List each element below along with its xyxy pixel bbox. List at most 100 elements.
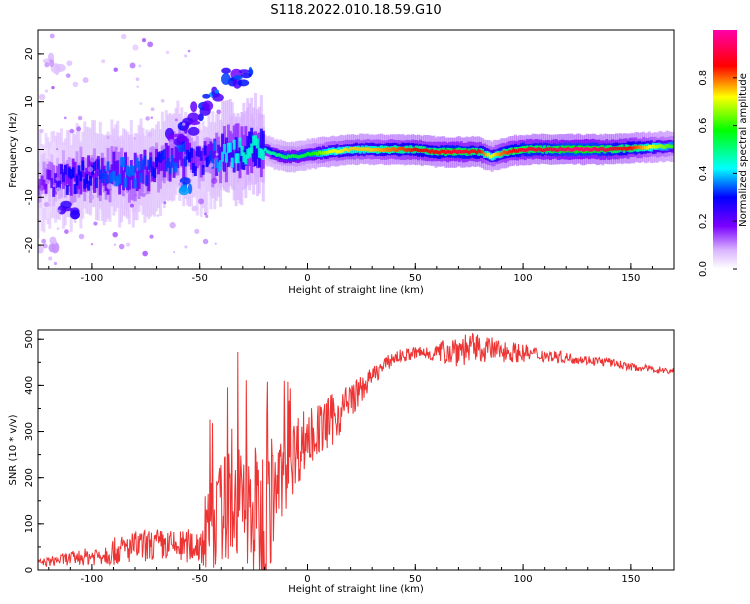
- heatmap-cell: [61, 150, 65, 186]
- heatmap-cell: [339, 149, 343, 153]
- heatmap-cell: [640, 146, 644, 150]
- y-tick-label: 200: [24, 468, 35, 487]
- heatmap-cell: [448, 150, 452, 154]
- heatmap-cell: [186, 138, 190, 159]
- heatmap-cell: [244, 126, 248, 161]
- heatmap-cell: [58, 163, 62, 184]
- heatmap-cell: [325, 150, 329, 155]
- heatmap-cell: [59, 164, 63, 175]
- heatmap-cell: [601, 147, 605, 151]
- heatmap-cell: [488, 155, 492, 159]
- heatmap-cell: [667, 144, 671, 148]
- heatmap-cell: [376, 147, 380, 152]
- heatmap-blob: [241, 72, 252, 79]
- heatmap-cell: [100, 157, 104, 178]
- heatmap-cell: [170, 155, 174, 166]
- heatmap-blob: [189, 120, 201, 126]
- figure-title: S118.2022.010.18.59.G10: [270, 3, 441, 18]
- heatmap-cell: [199, 150, 203, 161]
- heatmap-speck: [205, 214, 209, 218]
- heatmap-cell: [207, 155, 211, 166]
- heatmap-cell: [333, 149, 337, 153]
- heatmap-cell: [38, 178, 42, 189]
- heatmap-cell: [362, 147, 366, 151]
- heatmap-cell: [287, 154, 291, 158]
- heatmap-cell: [96, 159, 100, 170]
- heatmap-speck: [169, 222, 176, 229]
- heatmap-cell: [71, 168, 75, 203]
- heatmap-cell: [215, 158, 219, 169]
- heatmap-cell: [535, 148, 539, 152]
- heatmap-cell: [176, 148, 180, 169]
- x-tick-label: -100: [81, 574, 104, 585]
- heatmap-speck: [106, 135, 110, 140]
- heatmap-cell: [364, 147, 368, 152]
- y-tick-label: 10: [24, 95, 35, 108]
- heatmap-cell: [457, 149, 461, 154]
- heatmap-cell: [657, 144, 661, 148]
- colorbar-tick-label: 0.2: [698, 213, 709, 229]
- colorbar: 0.0 0.2 0.4 0.6 0.8 Normalized spectral ampl…: [698, 30, 749, 277]
- heatmap-cell: [102, 169, 106, 179]
- heatmap-speck: [216, 109, 222, 115]
- x-tick-label: -100: [81, 273, 104, 284]
- heatmap-cell: [351, 146, 355, 151]
- heatmap-cell: [612, 146, 616, 151]
- heatmap-cell: [94, 178, 98, 189]
- heatmap-cell: [52, 165, 56, 185]
- heatmap-cell: [314, 151, 318, 156]
- heatmap-cell: [554, 148, 558, 152]
- heatmap-cell: [440, 149, 444, 154]
- heatmap-blob: [48, 243, 56, 253]
- heatmap-speck: [150, 116, 154, 120]
- heatmap-cell: [213, 140, 217, 151]
- heatmap-cell: [354, 147, 358, 151]
- heatmap-speck: [184, 153, 187, 157]
- heatmap-cell: [164, 161, 168, 172]
- heatmap-cell: [356, 147, 360, 151]
- heatmap-cell: [444, 150, 448, 155]
- heatmap-cell: [337, 149, 341, 154]
- heatmap-cell: [189, 149, 193, 170]
- heatmap-cell: [89, 175, 93, 186]
- heatmap-cell: [240, 146, 244, 156]
- heatmap-cell: [246, 148, 250, 159]
- heatmap-cell: [502, 150, 506, 154]
- heatmap-cell: [125, 173, 129, 193]
- heatmap-speck: [147, 41, 154, 48]
- heatmap-cell: [552, 147, 556, 152]
- heatmap-cell: [517, 148, 521, 152]
- heatmap-cell: [238, 141, 242, 162]
- heatmap-cell: [46, 169, 50, 180]
- heatmap-cell: [160, 150, 164, 161]
- heatmap-cell: [131, 165, 135, 176]
- heatmap-y-label: Frequency (Hz): [8, 112, 19, 188]
- heatmap-blob: [237, 79, 250, 87]
- heatmap-cell: [498, 152, 502, 157]
- heatmap-speck: [173, 251, 176, 254]
- heatmap-blob: [202, 100, 214, 112]
- heatmap-cell: [638, 145, 642, 149]
- heatmap-cell: [122, 156, 126, 167]
- snr-frame: [37, 329, 675, 571]
- heatmap-cell: [671, 144, 674, 149]
- heatmap-cell: [321, 151, 325, 155]
- x-tick-label: 50: [409, 574, 422, 585]
- heatmap-cell: [562, 147, 566, 152]
- heatmap-cell: [490, 154, 494, 158]
- heatmap-blob: [214, 89, 220, 94]
- heatmap-cell: [360, 147, 364, 151]
- x-tick-label: 50: [409, 273, 422, 284]
- heatmap-cell: [180, 146, 184, 167]
- heatmap-cell: [543, 148, 547, 152]
- colorbar-label: Normalized spectral amplitude: [738, 73, 749, 227]
- heatmap-cell: [42, 161, 46, 182]
- heatmap-blob: [221, 73, 231, 86]
- heatmap-cell: [157, 157, 161, 193]
- heatmap-cell: [79, 174, 83, 195]
- heatmap-cell: [661, 145, 665, 149]
- snr-x-label: Height of straight line (km): [288, 584, 424, 595]
- heatmap-x-axis: -100 -50 0 50 100 150: [48, 263, 675, 284]
- heatmap-cell: [449, 150, 453, 155]
- heatmap-cell: [127, 169, 131, 190]
